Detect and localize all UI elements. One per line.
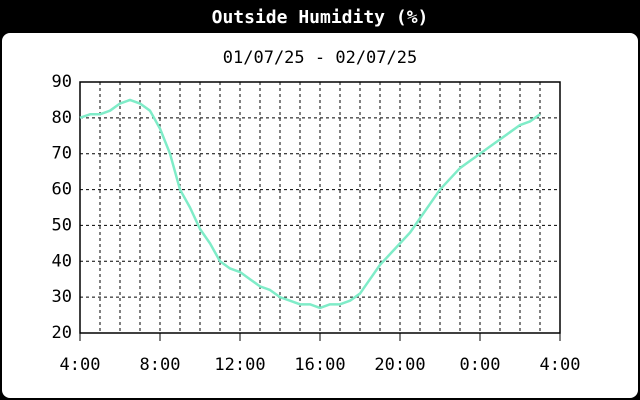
y-tick-label: 80 [52, 108, 72, 128]
x-tick-label: 0:00 [460, 355, 501, 375]
plot-border [79, 81, 561, 334]
x-tick-label: 20:00 [374, 355, 425, 375]
y-tick-label: 20 [52, 323, 72, 343]
y-tick-label: 60 [52, 180, 72, 200]
data-line [79, 98, 541, 310]
x-tick-label: 4:00 [60, 355, 101, 375]
y-tick-label: 90 [52, 72, 72, 92]
x-tick-label: 4:00 [540, 355, 581, 375]
y-tick-label: 40 [52, 251, 72, 271]
y-tick-label: 70 [52, 144, 72, 164]
x-tick-label: 16:00 [294, 355, 345, 375]
y-tick-label: 50 [52, 215, 72, 235]
chart-subtitle: 01/07/25 - 02/07/25 [223, 48, 417, 68]
y-tick-label: 30 [52, 287, 72, 307]
x-tick-label: 8:00 [140, 355, 181, 375]
x-tick-label: 12:00 [214, 355, 265, 375]
chart-title: Outside Humidity (%) [212, 7, 429, 28]
